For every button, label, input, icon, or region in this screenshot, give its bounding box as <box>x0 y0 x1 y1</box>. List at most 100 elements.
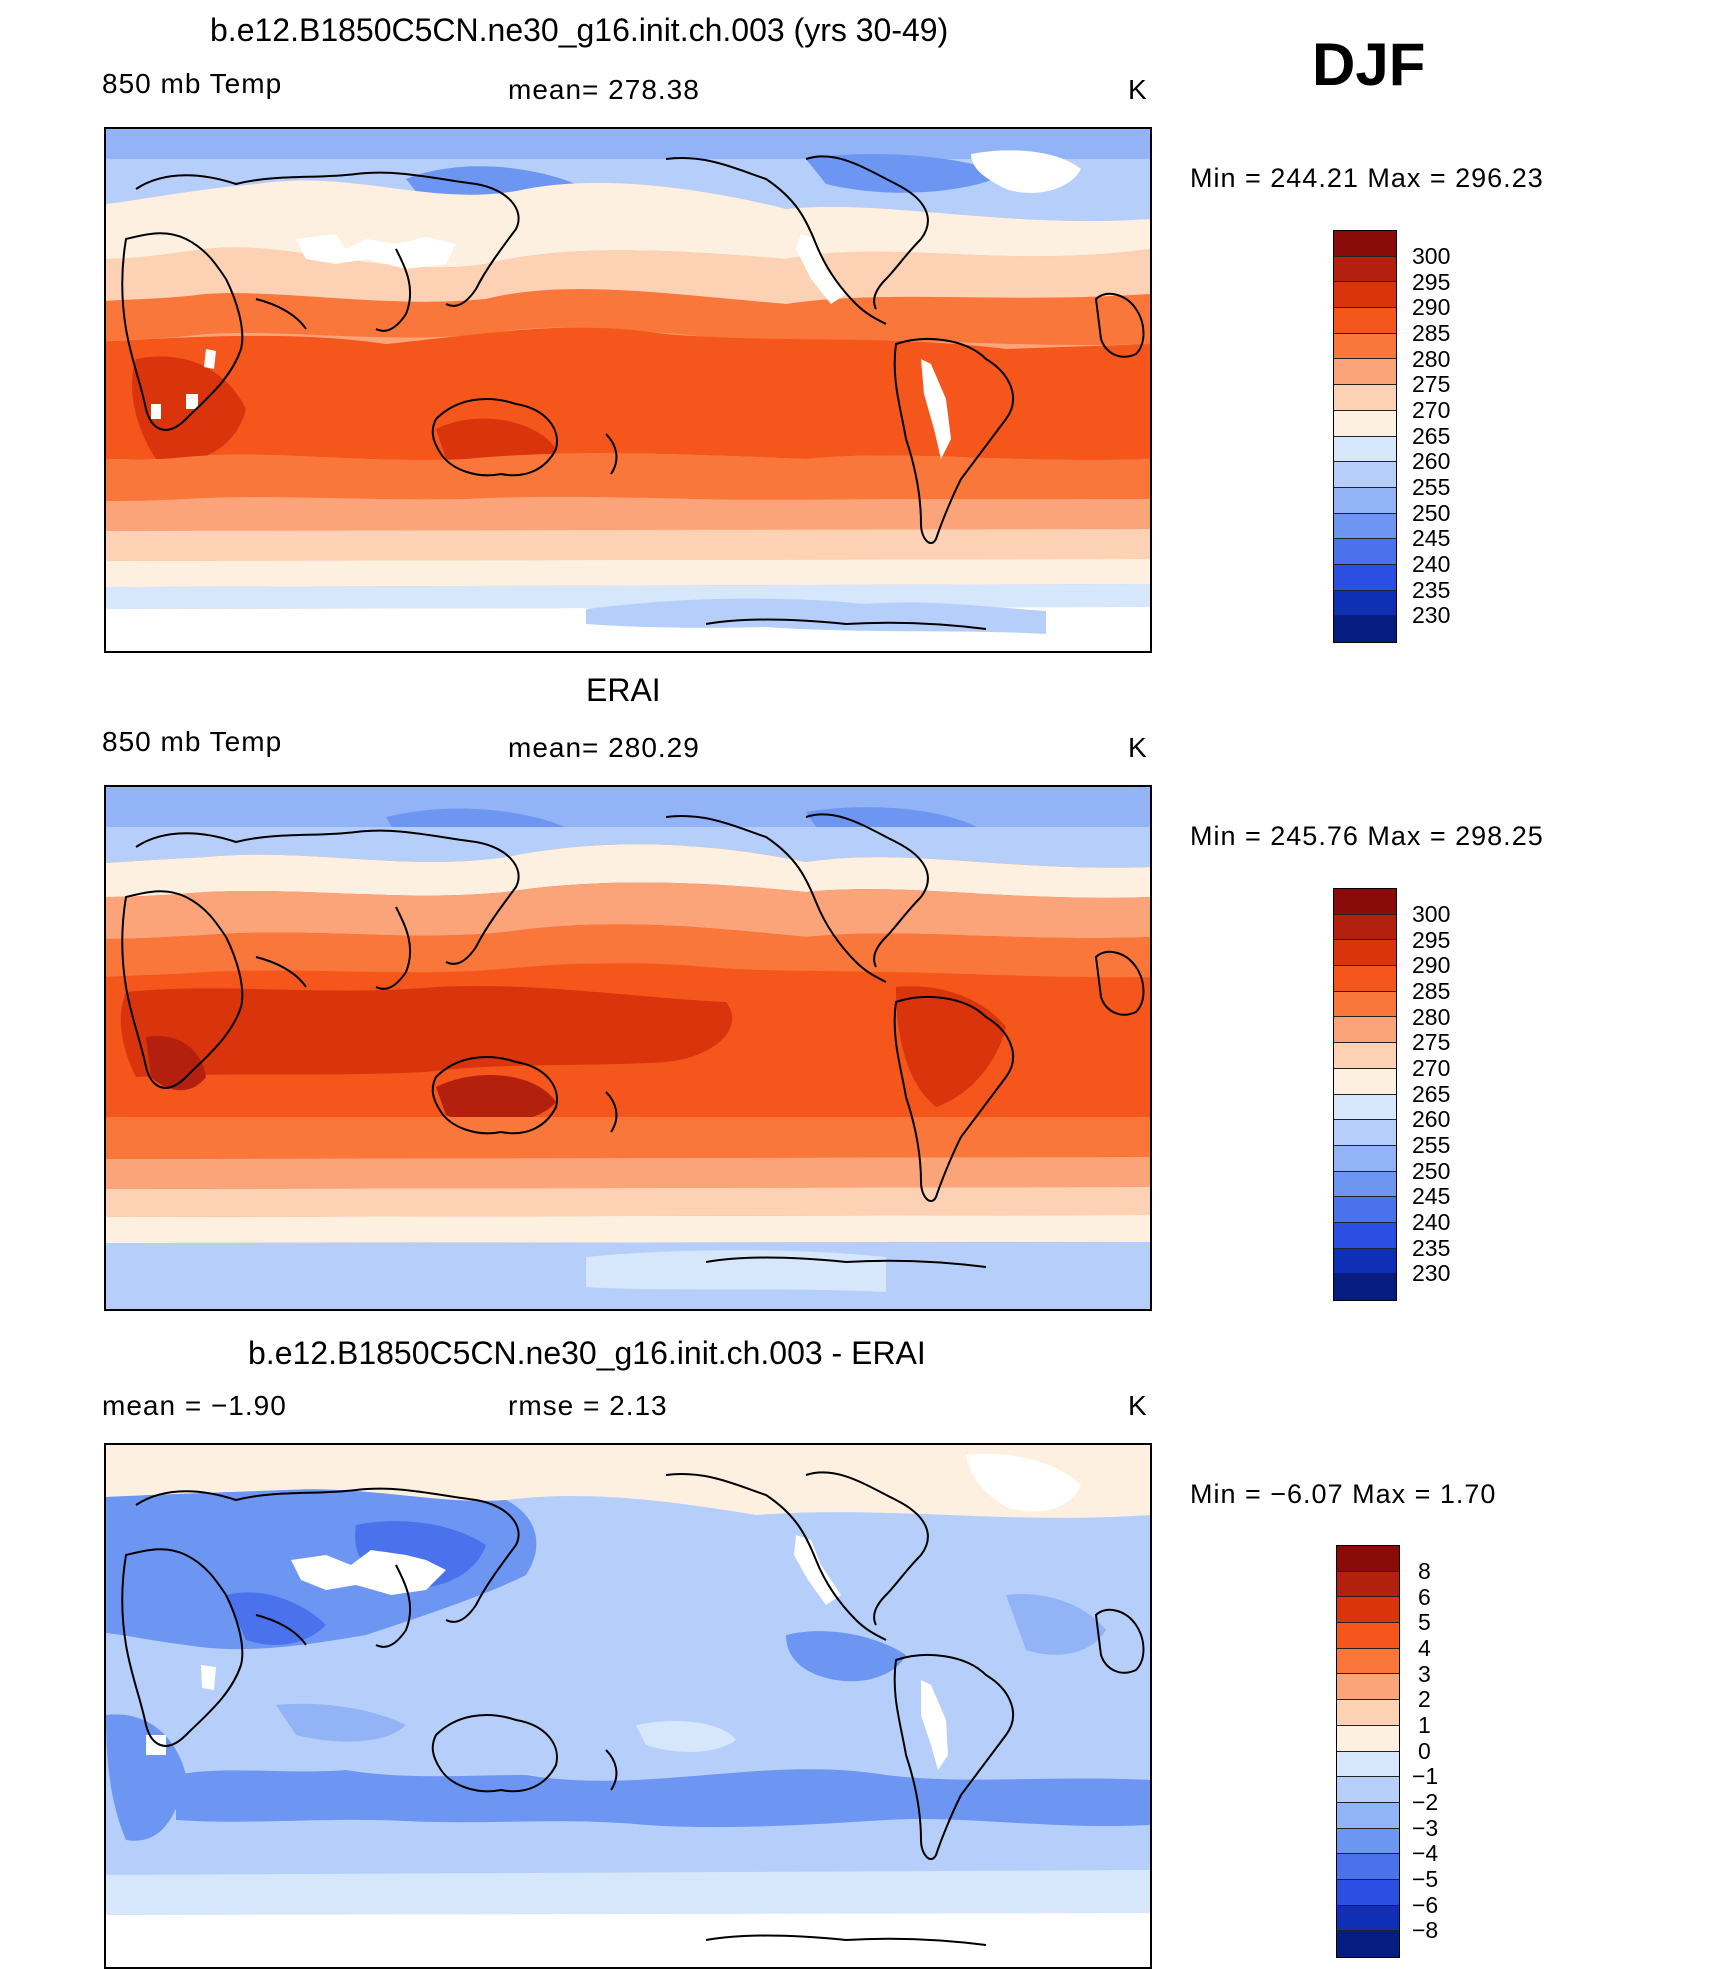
colorbar-1-swatch <box>1334 282 1396 309</box>
colorbar-2-tick: 260 <box>1412 1106 1451 1132</box>
panel-3-map <box>104 1443 1152 1969</box>
colorbar-1-swatch <box>1334 385 1396 411</box>
panel-1-mean-label: mean= 278.38 <box>508 74 700 105</box>
colorbar-3-tick: 2 <box>1418 1686 1431 1712</box>
colorbar-3-swatch <box>1337 1854 1399 1880</box>
colorbar-2-swatch <box>1334 1145 1396 1172</box>
colorbar-1-tick: 285 <box>1412 320 1451 346</box>
colorbar-2-tick: 280 <box>1412 1004 1451 1030</box>
colorbar-3-swatch <box>1337 1802 1399 1829</box>
colorbar-1-tick: 240 <box>1412 551 1451 577</box>
colorbar-1-swatch <box>1334 487 1396 514</box>
colorbar-2-swatch <box>1334 966 1396 992</box>
colorbar-1-swatch <box>1334 256 1396 283</box>
colorbar-2-tick: 290 <box>1412 952 1451 978</box>
colorbar-2-swatch <box>1334 1068 1396 1095</box>
colorbar-1-swatch <box>1334 436 1396 463</box>
colorbar-3-swatch <box>1337 1546 1399 1572</box>
panel-2-left-label: 850 mb Temp <box>102 726 283 757</box>
colorbar-2-tick: 295 <box>1412 927 1451 953</box>
colorbar-3-tick: 3 <box>1418 1661 1431 1687</box>
colorbar-1-swatch <box>1334 616 1396 642</box>
colorbar-1-swatch <box>1334 513 1396 540</box>
colorbar-3-swatch <box>1337 1725 1399 1752</box>
panel-1-units-label: K <box>1128 74 1148 105</box>
colorbar-2-tick: 240 <box>1412 1209 1451 1235</box>
colorbar-1-swatch <box>1334 333 1396 360</box>
colorbar-1-tick: 275 <box>1412 371 1451 397</box>
colorbar-1-tick: 260 <box>1412 448 1451 474</box>
colorbar-3-swatch <box>1337 1571 1399 1598</box>
colorbar-2-tick: 230 <box>1412 1260 1451 1286</box>
colorbar-2-swatch <box>1334 1248 1396 1275</box>
colorbar-2-swatch <box>1334 1171 1396 1198</box>
colorbar-2-tick: 235 <box>1412 1235 1451 1261</box>
panel-1-map <box>104 127 1152 653</box>
colorbar-2-tick: 250 <box>1412 1158 1451 1184</box>
colorbar-3-swatch <box>1337 1700 1399 1726</box>
panel-3-minmax: Min = −6.07 Max = 1.70 <box>1190 1479 1497 1509</box>
colorbar-3-tick: −6 <box>1412 1892 1439 1918</box>
panel-2-mean-label: mean= 280.29 <box>508 732 700 763</box>
colorbar-2-tick: 265 <box>1412 1081 1451 1107</box>
colorbar-3-swatch <box>1337 1828 1399 1855</box>
colorbar-1-tick: 290 <box>1412 294 1451 320</box>
colorbar-2-swatch <box>1334 940 1396 967</box>
colorbar-3-tick: 0 <box>1418 1738 1431 1764</box>
colorbar-3-swatch <box>1337 1648 1399 1675</box>
colorbar-1-swatch <box>1334 564 1396 591</box>
panel-1-colorbar <box>1333 230 1397 643</box>
colorbar-3-tick: −8 <box>1412 1917 1439 1943</box>
colorbar-2-tick: 245 <box>1412 1183 1451 1209</box>
colorbar-2-swatch <box>1334 1043 1396 1069</box>
colorbar-1-tick: 300 <box>1412 243 1451 269</box>
colorbar-2-tick: 275 <box>1412 1029 1451 1055</box>
colorbar-2-tick: 285 <box>1412 978 1451 1004</box>
colorbar-1-tick: 250 <box>1412 500 1451 526</box>
panel-1-left-label: 850 mb Temp <box>102 68 283 99</box>
colorbar-2-swatch <box>1334 1197 1396 1223</box>
colorbar-1-swatch <box>1334 359 1396 386</box>
panel-1-minmax: Min = 244.21 Max = 296.23 <box>1190 163 1544 193</box>
colorbar-2-swatch <box>1334 1274 1396 1300</box>
panel-2-units-label: K <box>1128 732 1148 763</box>
colorbar-1-tick: 295 <box>1412 269 1451 295</box>
panel-3-title: b.e12.B1850C5CN.ne30_g16.init.ch.003 - E… <box>248 1335 926 1371</box>
colorbar-1-swatch <box>1334 231 1396 257</box>
panel-3-map-svg <box>106 1445 1150 1967</box>
colorbar-1-swatch <box>1334 462 1396 488</box>
colorbar-3-swatch <box>1337 1597 1399 1624</box>
colorbar-1-swatch <box>1334 590 1396 617</box>
colorbar-2-swatch <box>1334 1120 1396 1146</box>
colorbar-1-swatch <box>1334 308 1396 334</box>
colorbar-1-tick: 270 <box>1412 397 1451 423</box>
panel-1-title: b.e12.B1850C5CN.ne30_g16.init.ch.003 (yr… <box>210 12 949 48</box>
panel-3-colorbar <box>1336 1545 1400 1958</box>
colorbar-1-tick: 245 <box>1412 525 1451 551</box>
colorbar-3-tick: 1 <box>1418 1712 1431 1738</box>
panel-1-map-svg <box>106 129 1150 651</box>
colorbar-1-swatch <box>1334 410 1396 437</box>
colorbar-1-tick: 265 <box>1412 423 1451 449</box>
panel-3-mean-label: mean = −1.90 <box>102 1390 287 1421</box>
colorbar-1-tick: 235 <box>1412 577 1451 603</box>
colorbar-3-tick: 4 <box>1418 1635 1431 1661</box>
colorbar-3-swatch <box>1337 1905 1399 1932</box>
colorbar-3-tick: −2 <box>1412 1789 1439 1815</box>
colorbar-3-swatch <box>1337 1751 1399 1778</box>
colorbar-2-swatch <box>1334 889 1396 915</box>
colorbar-2-swatch <box>1334 1222 1396 1249</box>
colorbar-1-tick: 280 <box>1412 346 1451 372</box>
colorbar-3-swatch <box>1337 1931 1399 1957</box>
colorbar-2-swatch <box>1334 914 1396 941</box>
colorbar-1-swatch <box>1334 539 1396 565</box>
colorbar-2-tick: 255 <box>1412 1132 1451 1158</box>
panel-3-units-label: K <box>1128 1390 1148 1421</box>
colorbar-3-tick: 5 <box>1418 1609 1431 1635</box>
panel-2-map <box>104 785 1152 1311</box>
colorbar-3-tick: −3 <box>1412 1815 1439 1841</box>
panel-2-map-svg <box>106 787 1150 1309</box>
colorbar-3-tick: 8 <box>1418 1558 1431 1584</box>
colorbar-1-tick: 230 <box>1412 602 1451 628</box>
colorbar-2-tick: 270 <box>1412 1055 1451 1081</box>
